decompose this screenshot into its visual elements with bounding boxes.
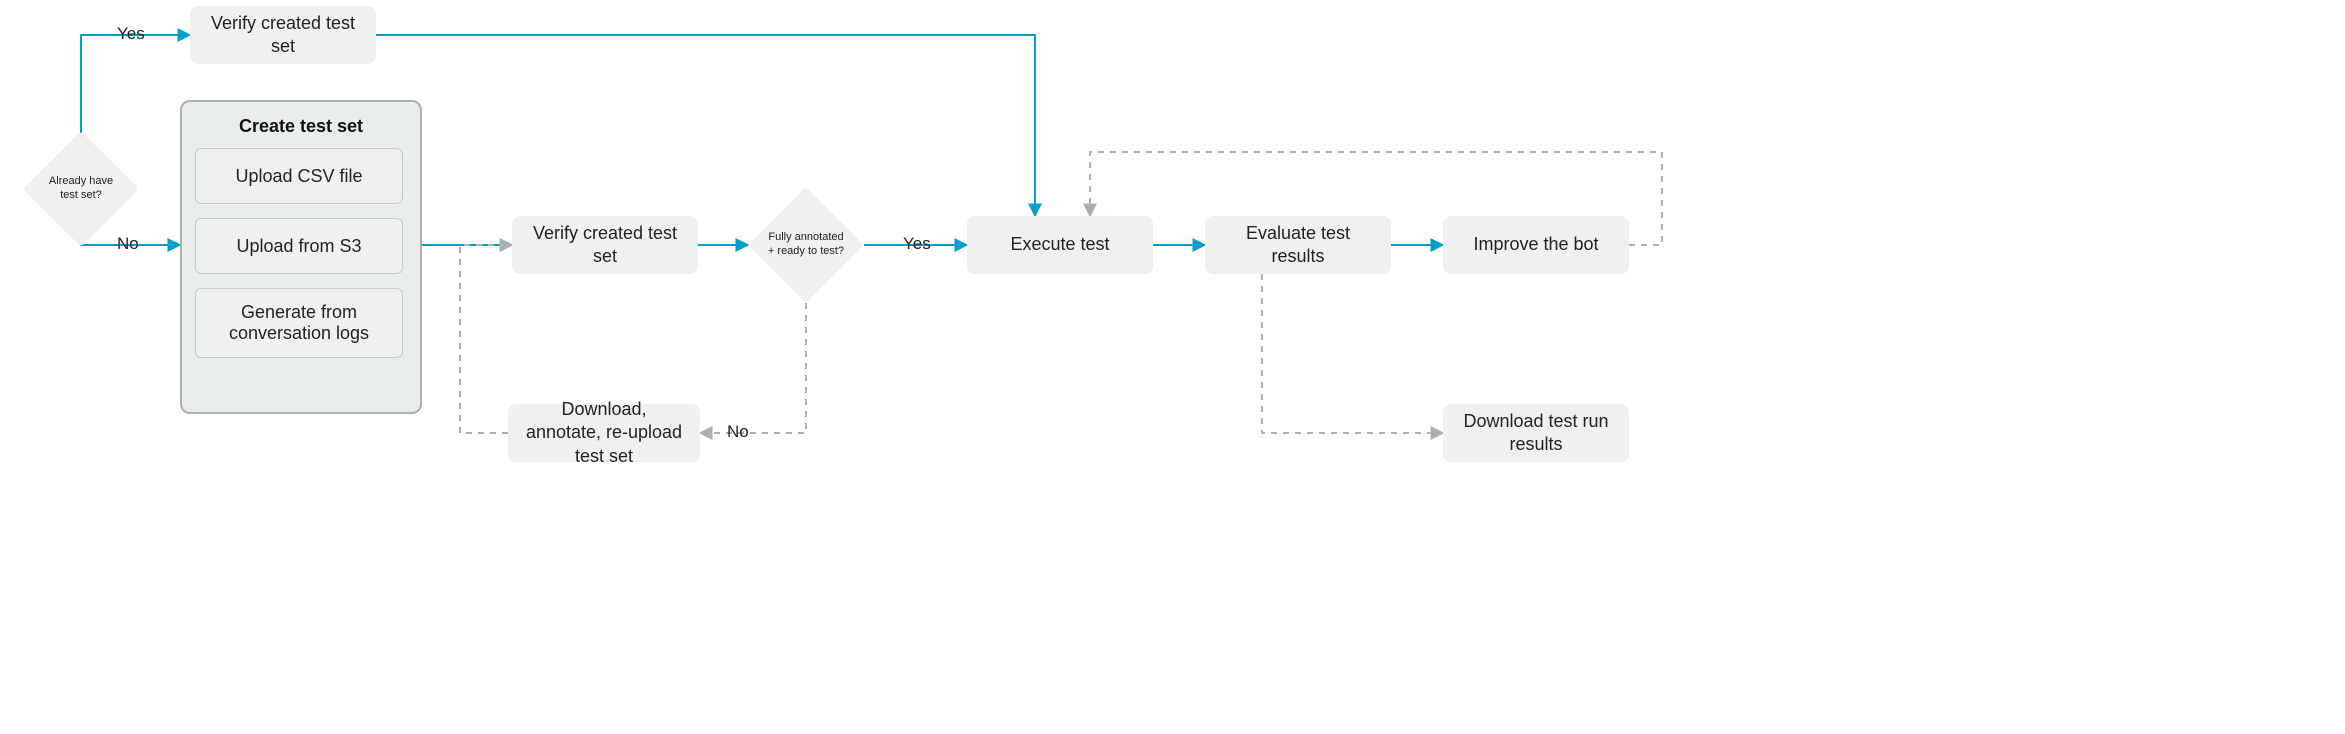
node-download-results: Download test run results	[1443, 404, 1629, 462]
node-label: Improve the bot	[1473, 233, 1598, 256]
edge-e_evaluate_dlresults	[1262, 274, 1443, 433]
node-label: Verify created test set	[527, 222, 683, 269]
node-verify-top: Verify created test set	[190, 6, 376, 64]
edge-label-e_d1_no_group: No	[117, 234, 139, 254]
edge-e_dlannotate_verifymid	[460, 245, 512, 433]
node-execute: Execute test	[967, 216, 1153, 274]
decision-label: Already have test set?	[40, 175, 122, 203]
node-evaluate: Evaluate test results	[1205, 216, 1391, 274]
sub-generate-logs: Generate from conversation logs	[195, 288, 403, 358]
edge-label-e_d2_yes_execute: Yes	[903, 234, 931, 254]
node-label: Download test run results	[1458, 410, 1614, 457]
node-download-annotate: Download, annotate, re-upload test set	[508, 404, 700, 462]
node-label: Execute test	[1010, 233, 1109, 256]
edge-label-e_d1_yes_verifytop: Yes	[117, 24, 145, 44]
edge-e_verifytop_execute	[376, 35, 1035, 216]
group-title-text: Create test set	[239, 116, 363, 136]
node-label: Evaluate test results	[1220, 222, 1376, 269]
node-label: Upload CSV file	[235, 166, 362, 187]
sub-upload-csv: Upload CSV file	[195, 148, 403, 204]
node-label: Download, annotate, re-upload test set	[523, 398, 685, 468]
decision-label: Fully annotated + ready to test?	[765, 231, 847, 259]
node-verify-mid: Verify created test set	[512, 216, 698, 274]
edge-e_d2_no_dlannotate	[700, 303, 806, 433]
decision-fully-annotated: Fully annotated + ready to test?	[765, 204, 847, 286]
node-improve: Improve the bot	[1443, 216, 1629, 274]
node-label: Verify created test set	[205, 12, 361, 59]
decision-already-have-test-set: Already have test set?	[40, 148, 122, 230]
sub-upload-s3: Upload from S3	[195, 218, 403, 274]
group-title: Create test set	[182, 116, 420, 137]
node-label: Upload from S3	[236, 236, 361, 257]
node-label: Generate from conversation logs	[196, 302, 402, 344]
edge-label-e_d2_no_dlannotate: No	[727, 422, 749, 442]
edge-e_d1_yes_verifytop	[81, 35, 190, 148]
